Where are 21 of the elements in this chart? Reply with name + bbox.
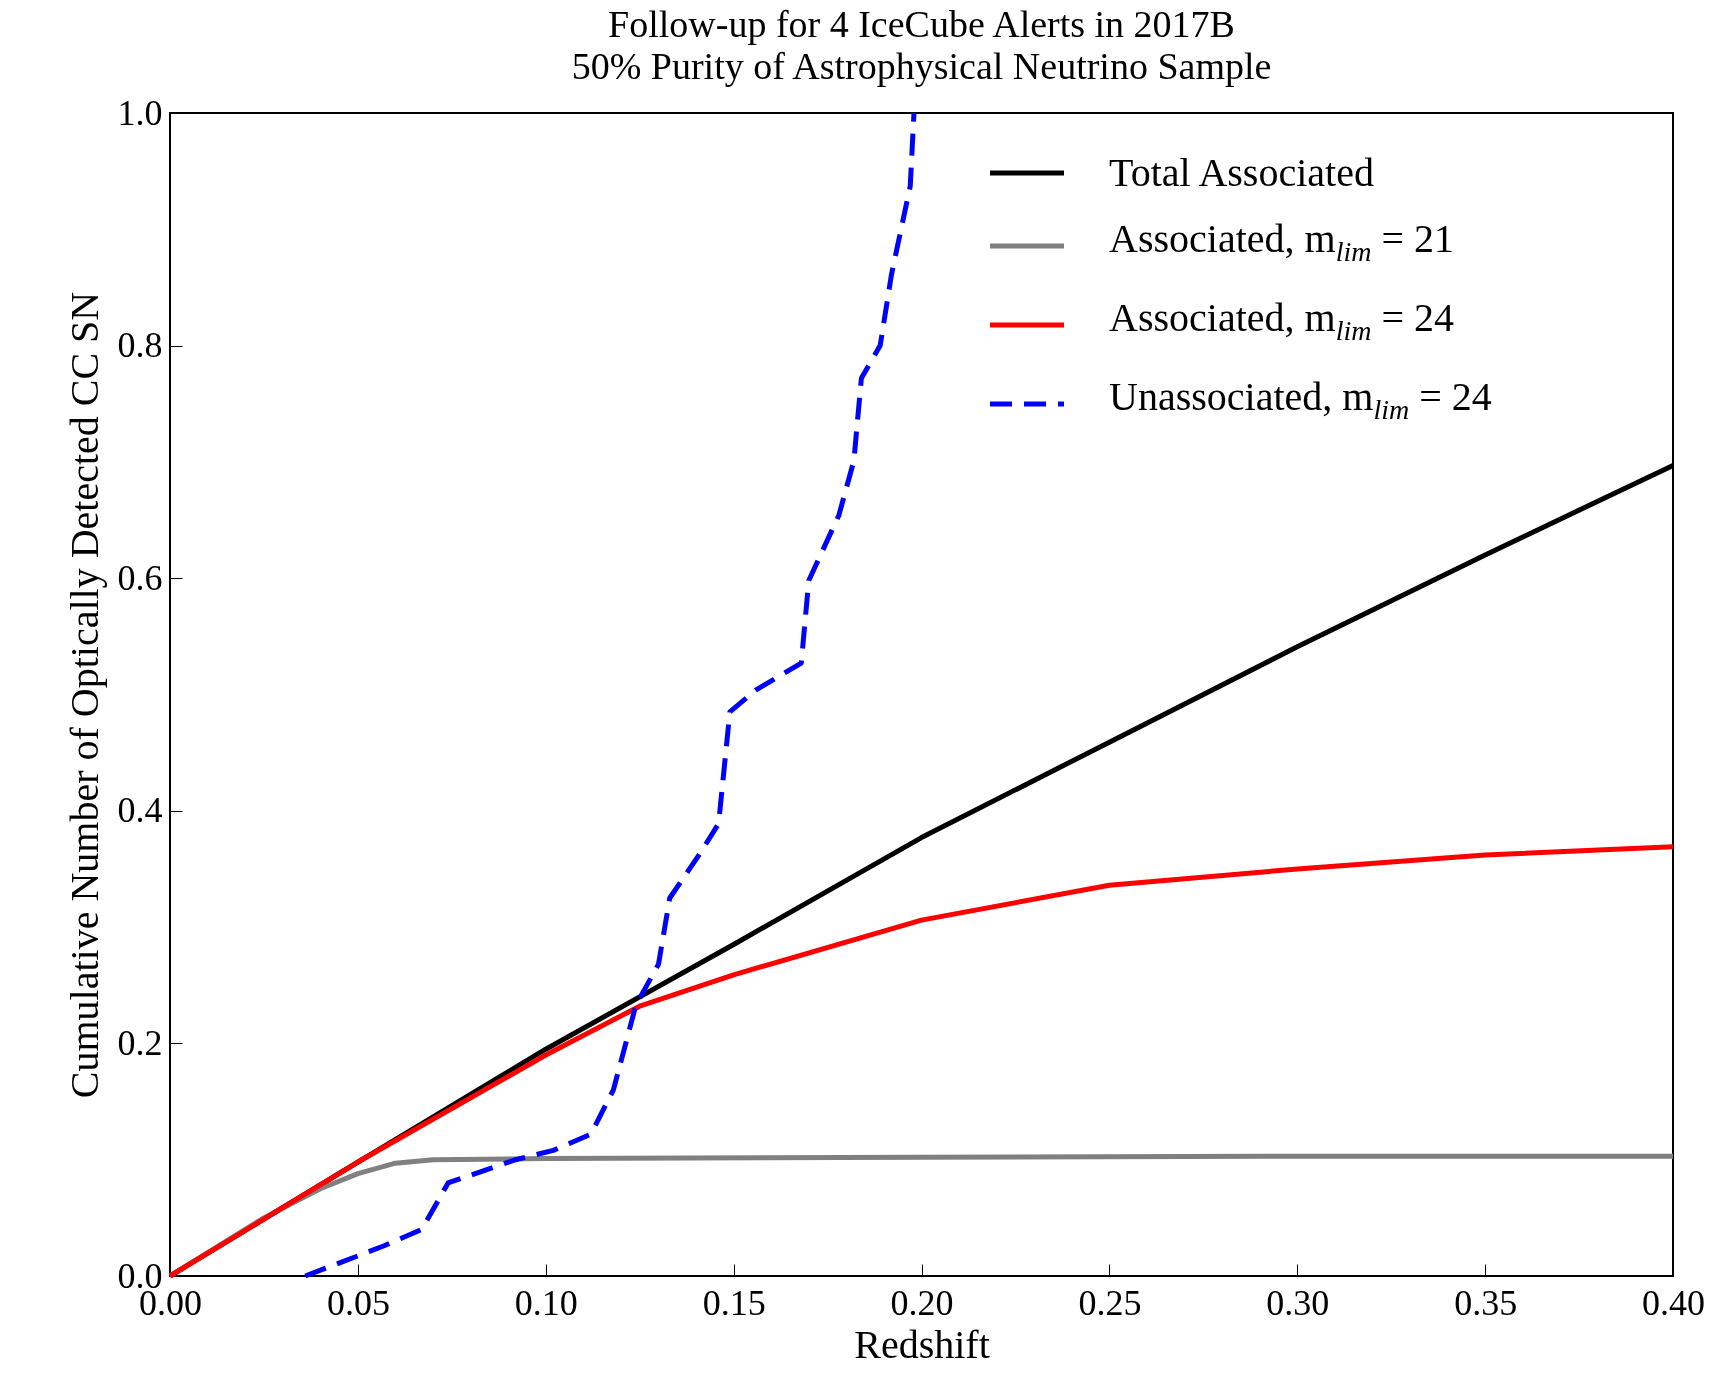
y-tick-label: 0.6 [117, 557, 163, 598]
x-tick-label: 0.30 [1266, 1282, 1330, 1323]
x-tick-label: 0.10 [514, 1282, 578, 1323]
y-tick-label: 0.2 [117, 1022, 163, 1063]
legend-label: Associated, m$_{lim}$ = 24 [1109, 294, 1454, 348]
x-tick-label: 0.20 [890, 1282, 954, 1323]
legend-label: Associated, m$_{lim}$ = 21 [1109, 215, 1454, 269]
x-tick-label: 0.05 [326, 1282, 390, 1323]
x-tick-label: 0.35 [1454, 1282, 1518, 1323]
legend-label: Unassociated, m$_{lim}$ = 24 [1109, 373, 1492, 427]
y-tick-label: 1.0 [117, 92, 163, 133]
x-tick-label: 0.25 [1078, 1282, 1142, 1323]
x-tick-label: 0.15 [702, 1282, 766, 1323]
chart-title: Follow-up for 4 IceCube Alerts in 2017B [608, 3, 1235, 45]
chart-subtitle: 50% Purity of Astrophysical Neutrino Sample [571, 45, 1272, 87]
y-tick-label: 0.8 [117, 325, 163, 366]
y-axis-title: Cumulative Number of Optically Detected CC SN [61, 291, 107, 1099]
x-tick-label: 0.40 [1642, 1282, 1705, 1323]
legend-label: Total Associated [1109, 149, 1374, 197]
y-tick-label: 0.4 [117, 790, 163, 831]
x-axis-title: Redshift [854, 1321, 990, 1367]
